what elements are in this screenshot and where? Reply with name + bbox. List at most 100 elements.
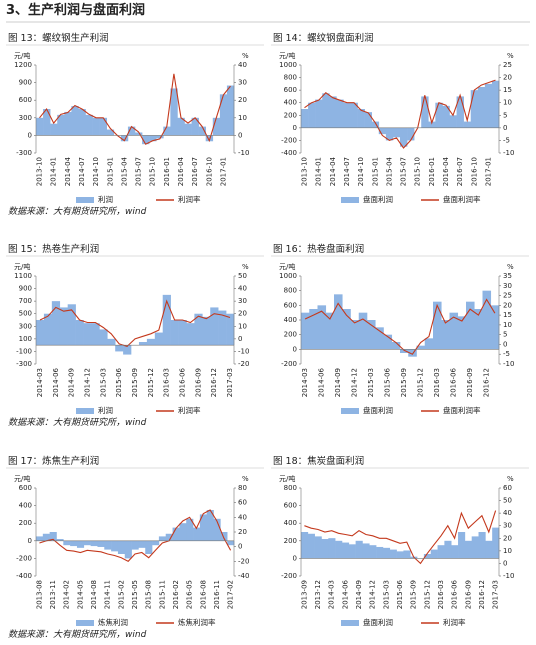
y2-tick-label: 0 bbox=[238, 335, 242, 343]
profit-area bbox=[107, 338, 116, 346]
profit-area bbox=[67, 304, 76, 346]
x-tick-label: 2014-02 bbox=[63, 580, 71, 609]
y-tick-label: 200 bbox=[284, 537, 297, 545]
profit-area bbox=[162, 294, 171, 346]
x-tick-label: 2014-03 bbox=[301, 368, 309, 397]
profit-area bbox=[92, 117, 100, 136]
x-tick-label: 2014-07 bbox=[78, 157, 86, 186]
x-tick-label: 2014-08 bbox=[90, 580, 98, 609]
x-tick-label: 2015-12 bbox=[147, 368, 155, 397]
y2-tick-label: 0 bbox=[503, 340, 507, 348]
profit-area bbox=[444, 540, 452, 559]
legend-label: 盘面利润率 bbox=[443, 194, 481, 204]
profit-area bbox=[131, 540, 139, 550]
profit-area bbox=[127, 126, 136, 136]
y2-tick-label: 40 bbox=[503, 509, 512, 517]
legend-swatch bbox=[341, 408, 359, 414]
y2-tick-label: 0 bbox=[503, 124, 507, 132]
profit-area bbox=[226, 85, 235, 136]
profit-area bbox=[396, 551, 404, 559]
profit-area bbox=[194, 313, 203, 346]
profit-area bbox=[382, 547, 391, 559]
profit-area bbox=[186, 323, 195, 346]
profit-area bbox=[376, 546, 384, 559]
profit-area bbox=[321, 539, 329, 559]
chart-title: 图 15：热卷生产利润 bbox=[8, 243, 99, 255]
chart-title: 图 16：热卷盘面利润 bbox=[273, 243, 364, 255]
profit-area bbox=[115, 345, 124, 352]
y-tick-label: 0 bbox=[28, 131, 32, 139]
y2-tick-label: -5 bbox=[503, 136, 510, 144]
profit-area bbox=[76, 540, 85, 548]
y-tick-label: 600 bbox=[284, 502, 297, 510]
x-tick-label: 2016-12 bbox=[478, 580, 486, 609]
profit-area bbox=[362, 543, 370, 559]
profit-area bbox=[186, 518, 194, 541]
profit-area bbox=[83, 323, 92, 346]
legend-label: 盘面利润 bbox=[363, 194, 393, 204]
x-tick-label: 2016-07 bbox=[456, 157, 464, 186]
profit-area bbox=[403, 550, 411, 559]
profit-area bbox=[178, 320, 187, 346]
y2-tick-label: -20 bbox=[238, 360, 249, 368]
profit-area bbox=[458, 532, 466, 559]
profit-area bbox=[433, 301, 442, 350]
profit-area bbox=[220, 532, 228, 541]
profit-area bbox=[191, 117, 199, 136]
y2-tick-label: 80 bbox=[238, 484, 247, 492]
profit-area bbox=[78, 109, 86, 136]
x-tick-label: 2016-10 bbox=[470, 157, 478, 186]
y2-tick-label: 10 bbox=[238, 322, 247, 330]
x-tick-label: 2014-09 bbox=[334, 368, 342, 397]
y2-tick-label: 20 bbox=[238, 528, 247, 536]
profit-area bbox=[358, 312, 368, 350]
y2-tick-label: -10 bbox=[503, 149, 514, 157]
legend-swatch bbox=[76, 197, 94, 203]
x-tick-label: 2016-10 bbox=[205, 157, 213, 186]
profit-area bbox=[91, 323, 100, 346]
x-tick-label: 2016-04 bbox=[442, 156, 450, 186]
x-tick-label: 2016-09 bbox=[464, 580, 472, 609]
profit-area bbox=[463, 121, 472, 128]
y-tick-label: 800 bbox=[284, 287, 297, 295]
profit-area bbox=[428, 121, 436, 128]
profit-area bbox=[449, 312, 459, 350]
y-tick-label: 1100 bbox=[14, 272, 32, 280]
profit-area bbox=[117, 540, 126, 554]
profit-area bbox=[449, 115, 457, 128]
legend-label: 炼焦利润 bbox=[98, 617, 128, 627]
profit-area bbox=[227, 540, 235, 546]
profit-area bbox=[435, 102, 443, 128]
y-tick-label: 400 bbox=[19, 502, 32, 510]
profit-area bbox=[49, 532, 57, 541]
x-tick-label: 2015-09 bbox=[400, 368, 408, 397]
x-tick-label: 2013-12 bbox=[314, 580, 322, 609]
profit-area bbox=[341, 542, 350, 559]
y-tick-label: 0 bbox=[28, 537, 32, 545]
profit-area bbox=[350, 102, 358, 128]
profit-area bbox=[111, 540, 119, 552]
profit-area bbox=[42, 533, 50, 541]
profit-area bbox=[348, 544, 356, 559]
profit-area bbox=[152, 540, 160, 546]
y2-tick-label: -10 bbox=[238, 149, 249, 157]
x-tick-label: 2015-01 bbox=[106, 157, 114, 186]
profit-area bbox=[202, 316, 211, 346]
legend-label: 利润率 bbox=[178, 194, 201, 204]
y-tick-label: 1200 bbox=[14, 61, 32, 69]
profit-area bbox=[145, 540, 153, 554]
profit-area bbox=[104, 540, 112, 550]
y-tick-label: -200 bbox=[281, 136, 297, 144]
legend-label: 利润 bbox=[98, 194, 113, 204]
profit-area bbox=[51, 301, 61, 346]
y2-tick-label: 20 bbox=[238, 96, 247, 104]
profit-area bbox=[124, 540, 132, 559]
profit-area bbox=[369, 545, 377, 559]
profit-area bbox=[43, 109, 51, 136]
y2-tick-label: -20 bbox=[238, 557, 249, 565]
x-tick-label: 2016-03 bbox=[437, 580, 445, 609]
x-tick-label: 2015-04 bbox=[120, 156, 128, 186]
profit-area bbox=[484, 83, 493, 128]
y-tick-label: 200 bbox=[284, 111, 297, 119]
profit-area bbox=[156, 135, 164, 139]
